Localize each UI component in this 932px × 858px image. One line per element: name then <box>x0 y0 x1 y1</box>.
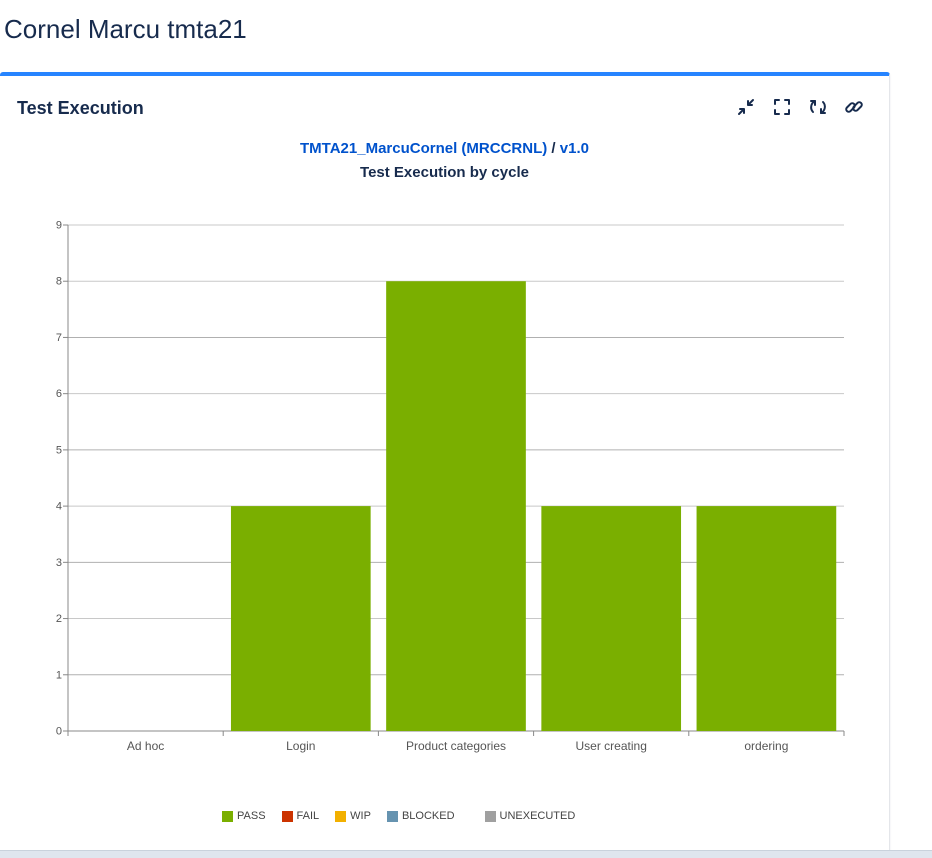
bottom-scroll-bar <box>0 850 932 858</box>
x-tick-label: Product categories <box>406 739 506 753</box>
bar-pass <box>230 506 371 731</box>
chart-header: TMTA21_MarcuCornel (MRCCRNL) / v1.0 Test… <box>0 140 889 181</box>
y-tick-label: 8 <box>56 276 62 288</box>
bar-pass <box>696 506 837 731</box>
refresh-icon <box>810 100 826 114</box>
legend-swatch <box>335 810 347 822</box>
project-version-separator: / <box>547 140 560 157</box>
y-tick-label: 6 <box>56 388 62 400</box>
refresh-button[interactable] <box>805 94 831 120</box>
gadget-toolbar <box>733 94 867 120</box>
bar-chart: 0 1 2 3 4 5 6 7 8 9 Ad hoc Login Product categories U… <box>56 220 845 753</box>
x-tick-label: ordering <box>744 739 788 753</box>
legend-label: WIP <box>350 810 371 822</box>
x-tick-label: Ad hoc <box>127 739 164 753</box>
y-tick-label: 4 <box>56 501 62 513</box>
y-tick-label: 2 <box>56 613 62 625</box>
legend-item-wip[interactable]: WIP <box>335 810 371 822</box>
test-execution-gadget: Test Execution <box>0 72 890 852</box>
link-button[interactable] <box>841 94 867 120</box>
legend-swatch <box>484 810 496 822</box>
bar-pass <box>541 506 682 731</box>
legend-item-pass[interactable]: PASS <box>222 810 266 822</box>
project-link[interactable]: TMTA21_MarcuCornel (MRCCRNL) <box>300 140 548 157</box>
bar-pass <box>386 281 526 731</box>
minimize-button[interactable] <box>733 94 759 120</box>
chart-project-line: TMTA21_MarcuCornel (MRCCRNL) / v1.0 <box>0 140 889 157</box>
fullscreen-icon <box>774 99 790 115</box>
y-tick-label: 0 <box>56 726 62 738</box>
link-icon <box>845 101 863 113</box>
y-tick-label: 5 <box>56 444 62 456</box>
fullscreen-button[interactable] <box>769 94 795 120</box>
chart-legend: PASS FAIL WIP BLOCKED UNEXECUTED <box>222 810 591 822</box>
legend-label: UNEXECUTED <box>499 810 576 822</box>
chart-title: Test Execution by cycle <box>360 164 529 181</box>
legend-swatch <box>386 810 398 822</box>
legend-item-blocked[interactable]: BLOCKED <box>386 810 455 822</box>
page-title: Cornel Marcu tmta21 <box>4 14 247 44</box>
y-tick-label: 7 <box>56 332 62 344</box>
x-tick-label: User creating <box>576 739 647 753</box>
y-tick-label: 9 <box>56 220 62 232</box>
legend-item-unexecuted[interactable]: UNEXECUTED <box>484 810 576 822</box>
legend-label: BLOCKED <box>401 810 455 822</box>
legend-item-fail[interactable]: FAIL <box>281 810 320 822</box>
legend-swatch <box>281 810 293 822</box>
legend-swatch <box>222 810 233 822</box>
legend-label: PASS <box>237 810 266 822</box>
y-tick-label: 1 <box>56 669 62 681</box>
legend-label: FAIL <box>296 810 320 822</box>
gadget-title: Test Execution <box>17 98 144 118</box>
minimize-icon <box>738 99 754 115</box>
y-tick-label: 3 <box>56 557 62 569</box>
version-link[interactable]: v1.0 <box>559 140 589 157</box>
x-tick-label: Login <box>286 739 315 753</box>
